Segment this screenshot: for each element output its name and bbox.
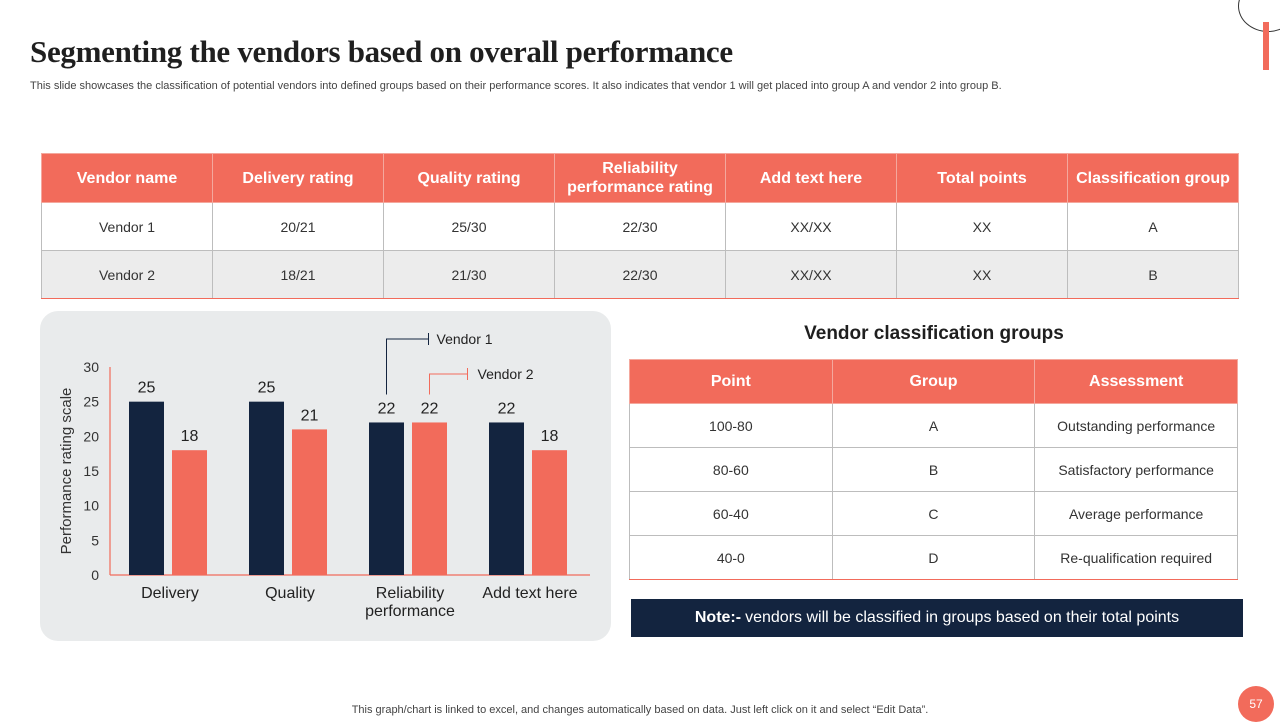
col-header: Group <box>831 359 1036 404</box>
bar-vendor-2 <box>532 450 567 575</box>
bar-vendor-2 <box>292 429 327 575</box>
table-header-row: Point Group Assessment <box>629 359 1238 404</box>
y-tick-label: 25 <box>83 394 99 410</box>
y-tick-label: 5 <box>91 532 99 548</box>
bar-value-label: 22 <box>498 400 516 417</box>
table-cell: Average performance <box>1034 491 1238 536</box>
table-cell: C <box>831 491 1036 536</box>
bar-value-label: 21 <box>301 407 319 424</box>
groups-title: Vendor classification groups <box>804 323 1064 344</box>
table-row: Vendor 1 20/21 25/30 22/30 XX/XX XX A <box>41 202 1239 251</box>
note-text: vendors will be classified in groups bas… <box>745 609 1180 626</box>
table-cell: 22/30 <box>554 250 726 299</box>
vendor-ratings-table: Vendor name Delivery rating Quality rati… <box>41 153 1239 299</box>
col-header: Total points <box>896 153 1068 203</box>
table-cell: 25/30 <box>383 202 555 251</box>
y-axis-title: Performance rating scale <box>58 388 75 555</box>
table-cell: 22/30 <box>554 202 726 251</box>
table-cell: 80-60 <box>629 447 833 492</box>
corner-circle-decoration <box>1238 0 1280 32</box>
table-row: 100-80 A Outstanding performance <box>629 403 1238 448</box>
page-title: Segmenting the vendors based on overall … <box>30 34 733 69</box>
table-cell: XX/XX <box>725 202 897 251</box>
note-banner: Note:- vendors will be classified in gro… <box>631 599 1243 637</box>
table-cell: XX <box>896 250 1068 299</box>
table-cell: Vendor 1 <box>41 202 213 251</box>
note-label: Note:- <box>694 609 742 626</box>
table-cell: 40-0 <box>629 535 833 580</box>
col-header: Vendor name <box>41 153 213 203</box>
y-tick-label: 0 <box>91 567 99 583</box>
x-tick-label: Add text here <box>482 585 577 602</box>
x-tick-label: Quality <box>265 585 315 602</box>
x-tick-label: Reliability <box>376 585 444 602</box>
performance-bar-chart[interactable]: 0 5 10 15 20 25 30 Performance rating scale 25 18… <box>40 311 611 641</box>
y-tick-label: 30 <box>83 359 99 375</box>
bar-vendor-1 <box>369 422 404 575</box>
table-cell: Re-qualification required <box>1034 535 1238 580</box>
footer-text: This graph/chart is linked to excel, and… <box>351 704 929 716</box>
table-cell: Satisfactory performance <box>1034 447 1238 492</box>
x-tick-label: performance <box>365 603 455 620</box>
classification-groups-table: Point Group Assessment 100-80 A Outstand… <box>629 359 1238 580</box>
bar-value-label: 18 <box>181 428 199 445</box>
table-cell: 21/30 <box>383 250 555 299</box>
table-cell: A <box>831 403 1036 448</box>
table-cell: Vendor 2 <box>41 250 213 299</box>
col-header: Assessment <box>1034 359 1238 404</box>
table-row: 60-40 C Average performance <box>629 491 1238 536</box>
y-tick-label: 15 <box>83 463 99 479</box>
table-cell: B <box>831 447 1036 492</box>
x-tick-label: Delivery <box>141 585 199 602</box>
table-cell: Outstanding performance <box>1034 403 1238 448</box>
bar-vendor-1 <box>129 401 164 575</box>
bar-value-label: 25 <box>138 380 156 397</box>
legend-callout-vendor-1 <box>386 338 429 395</box>
table-cell: XX/XX <box>725 250 897 299</box>
legend-callout-vendor-2 <box>429 373 468 395</box>
legend-label-vendor-2: Vendor 2 <box>478 366 534 382</box>
table-header-row: Vendor name Delivery rating Quality rati… <box>41 153 1239 203</box>
bar-value-label: 18 <box>541 428 559 445</box>
col-header: Classification group <box>1067 153 1239 203</box>
table-row: Vendor 2 18/21 21/30 22/30 XX/XX XX B <box>41 250 1239 299</box>
table-cell: 20/21 <box>212 202 384 251</box>
table-cell: 18/21 <box>212 250 384 299</box>
col-header: Quality rating <box>383 153 555 203</box>
table-cell: XX <box>896 202 1068 251</box>
y-tick-label: 10 <box>83 498 99 514</box>
page-subtitle: This slide showcases the classification … <box>30 80 1002 92</box>
page-number-badge: 57 <box>1238 686 1274 722</box>
legend-label-vendor-1: Vendor 1 <box>437 331 493 347</box>
table-cell: 100-80 <box>629 403 833 448</box>
table-cell: 60-40 <box>629 491 833 536</box>
bar-vendor-1 <box>489 422 524 575</box>
col-header: Reliability performance rating <box>554 153 726 203</box>
bar-vendor-1 <box>249 401 284 575</box>
bar-value-label: 22 <box>421 400 439 417</box>
bar-value-label: 22 <box>378 400 396 417</box>
table-row: 40-0 D Re-qualification required <box>629 535 1238 580</box>
bar-vendor-2 <box>172 450 207 575</box>
y-tick-label: 20 <box>83 428 99 444</box>
bar-vendor-2 <box>412 422 447 575</box>
corner-accent-bar <box>1263 22 1269 70</box>
table-row: 80-60 B Satisfactory performance <box>629 447 1238 492</box>
table-cell: D <box>831 535 1036 580</box>
table-cell: A <box>1067 202 1239 251</box>
table-cell: B <box>1067 250 1239 299</box>
col-header: Point <box>629 359 833 404</box>
bar-value-label: 25 <box>258 380 276 397</box>
col-header: Delivery rating <box>212 153 384 203</box>
col-header: Add text here <box>725 153 897 203</box>
